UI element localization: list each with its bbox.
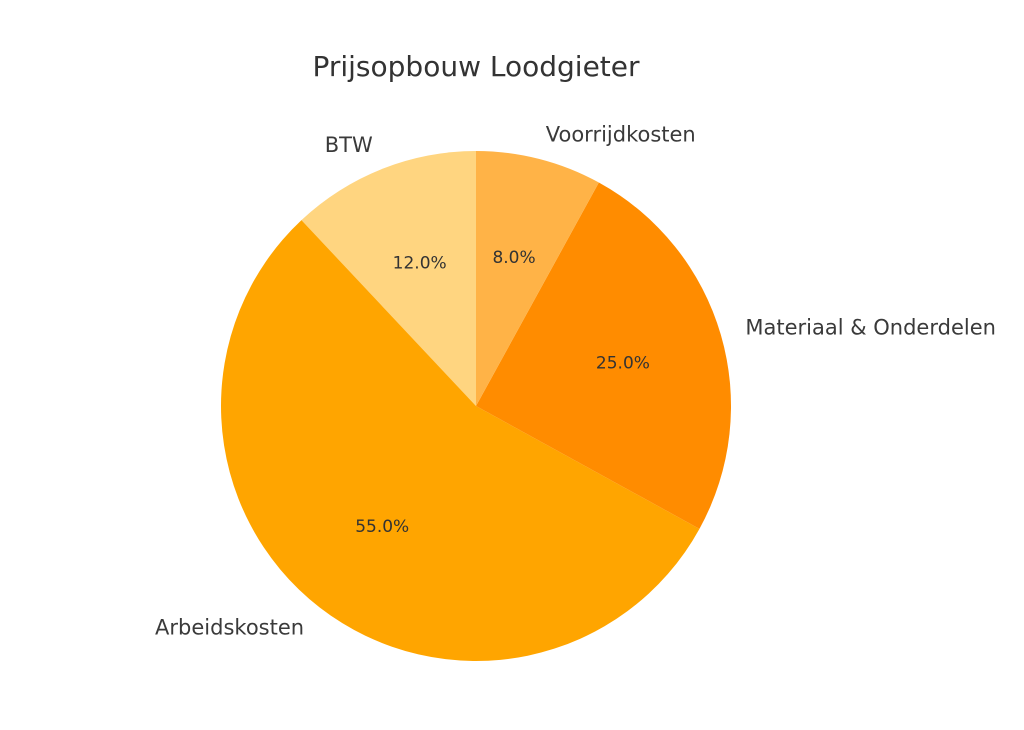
pie-slices	[221, 151, 731, 661]
pie-slice-btw	[301, 151, 476, 406]
pie-category-label-materiaal-and-onderdelen: Materiaal & Onderdelen	[745, 316, 996, 340]
pie-labels: 12.0% BTW 55.0% Arbeidskosten 25.0% Materiaal…	[155, 122, 996, 639]
pie-category-label-voorrijdkosten: Voorrijdkosten	[546, 122, 696, 146]
pie-slice-voorrijdkosten	[476, 151, 599, 406]
pie-slice-arbeidskosten	[221, 220, 700, 661]
pie-pct-label-materiaal-and-onderdelen: 25.0%	[596, 353, 650, 373]
pie-slice-materiaal-and-onderdelen	[476, 182, 731, 529]
pie-category-label-arbeidskosten: Arbeidskosten	[155, 616, 304, 640]
pie-pct-label-btw: 12.0%	[393, 254, 447, 274]
chart-title: Prijsopbouw Loodgieter	[312, 50, 640, 83]
pie-category-label-btw: BTW	[325, 133, 373, 157]
pie-pct-label-arbeidskosten: 55.0%	[355, 517, 409, 537]
pie-pct-label-voorrijdkosten: 8.0%	[492, 248, 535, 268]
